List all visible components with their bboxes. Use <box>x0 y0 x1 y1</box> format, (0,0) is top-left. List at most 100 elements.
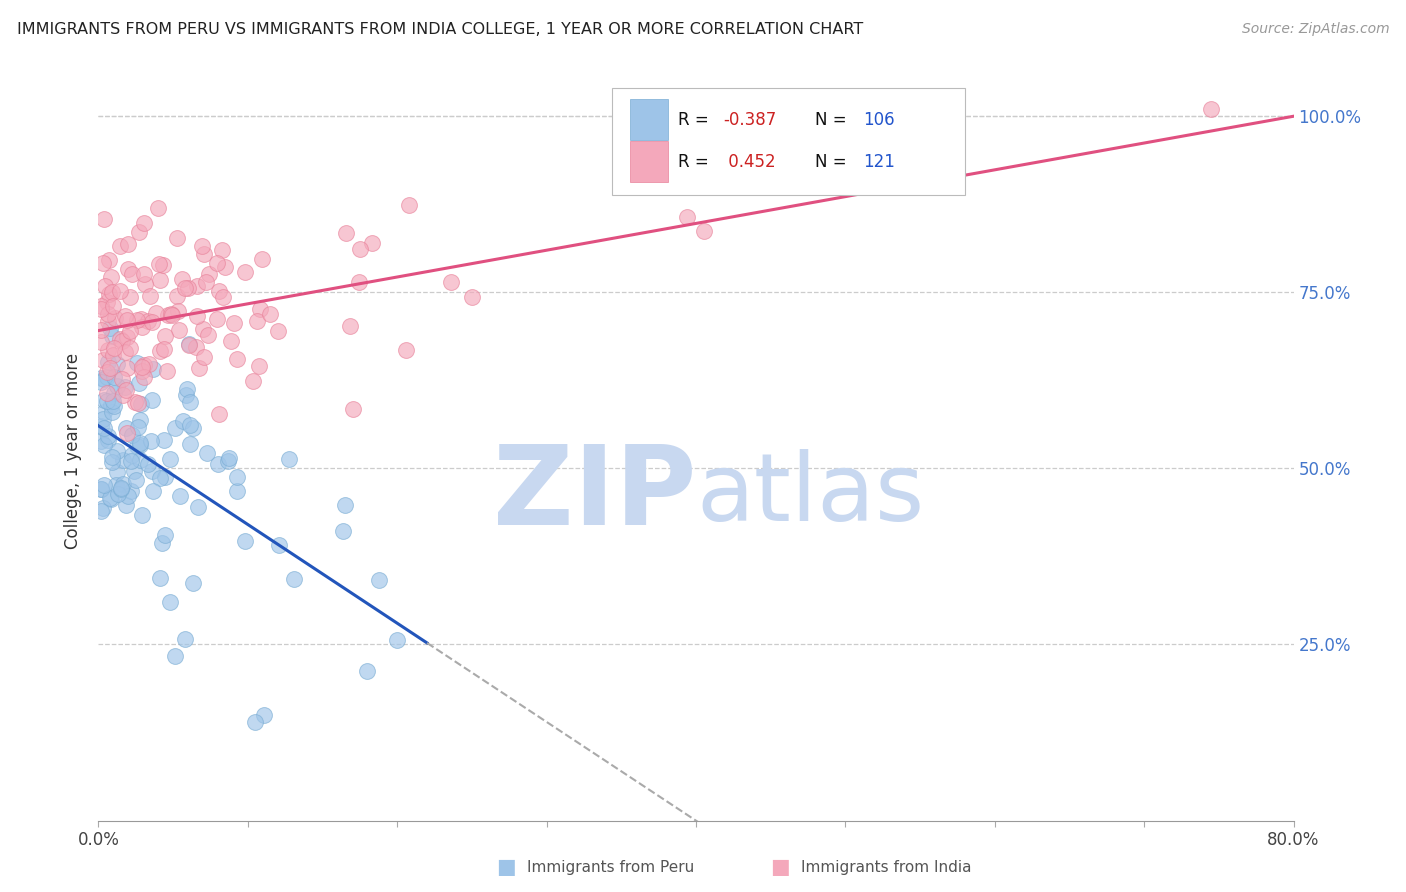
Point <box>218 451 240 466</box>
Point <box>93 212 115 227</box>
Point <box>103 386 125 401</box>
Point <box>179 395 201 409</box>
Point <box>160 307 183 321</box>
Point <box>693 224 716 238</box>
Point <box>118 290 141 304</box>
Point <box>186 309 208 323</box>
Point <box>115 360 138 375</box>
FancyBboxPatch shape <box>613 87 965 195</box>
Text: 121: 121 <box>863 153 896 170</box>
Point <box>173 632 195 647</box>
Bar <box>630 99 668 140</box>
Point <box>90 299 112 313</box>
Point <box>156 308 179 322</box>
Point <box>347 276 370 290</box>
Point <box>440 275 463 289</box>
Point <box>136 457 159 471</box>
Point <box>115 329 138 343</box>
Point <box>120 454 142 468</box>
Text: ZIP: ZIP <box>492 442 696 549</box>
Point <box>160 308 183 322</box>
Point <box>105 357 128 371</box>
Point <box>174 388 197 402</box>
Bar <box>630 141 668 182</box>
Point <box>179 418 201 433</box>
Text: -0.387: -0.387 <box>724 111 776 128</box>
Point <box>128 225 150 239</box>
Point <box>193 350 215 364</box>
Point <box>335 227 357 241</box>
Point <box>166 231 188 245</box>
Point <box>385 632 409 647</box>
Point <box>91 500 114 515</box>
Point <box>156 364 179 378</box>
Point <box>122 464 145 478</box>
Point <box>90 418 112 433</box>
Point <box>148 257 170 271</box>
Point <box>141 315 163 329</box>
Point <box>128 452 150 467</box>
Point <box>149 273 172 287</box>
Point <box>395 343 418 358</box>
Point <box>225 351 247 366</box>
Point <box>172 272 194 286</box>
Point <box>253 707 276 722</box>
Point <box>105 379 128 393</box>
Point <box>127 396 149 410</box>
Point <box>108 332 131 346</box>
Point <box>96 355 118 369</box>
Point <box>141 393 163 408</box>
Point <box>100 329 122 343</box>
Point <box>101 450 124 464</box>
Point <box>267 324 290 338</box>
Point <box>117 262 139 277</box>
Point <box>1201 102 1223 116</box>
Point <box>131 364 153 378</box>
Point <box>245 714 267 729</box>
Point <box>145 305 167 319</box>
Point <box>191 238 214 252</box>
Point <box>283 573 305 587</box>
Point <box>141 362 163 376</box>
Point <box>208 284 231 298</box>
Point <box>176 382 198 396</box>
Point <box>90 376 112 390</box>
Point <box>177 336 200 351</box>
Point <box>96 386 118 401</box>
Point <box>129 413 152 427</box>
Point <box>100 491 122 505</box>
Point <box>132 267 155 281</box>
Point <box>149 343 172 358</box>
Point <box>110 285 132 299</box>
Point <box>159 595 181 609</box>
Point <box>177 280 200 294</box>
Point <box>110 481 132 495</box>
Point <box>339 319 361 334</box>
Point <box>361 236 384 251</box>
Point <box>225 484 247 499</box>
Point <box>166 303 188 318</box>
Point <box>115 421 138 435</box>
Point <box>167 323 190 337</box>
Point <box>186 340 208 354</box>
Point <box>676 210 699 224</box>
Point <box>198 268 221 282</box>
Point <box>100 270 122 285</box>
Point <box>97 307 120 321</box>
Point <box>134 277 156 291</box>
Point <box>96 294 118 309</box>
Point <box>96 365 118 379</box>
Point <box>96 370 118 384</box>
Point <box>104 311 127 326</box>
Point <box>165 421 187 435</box>
Point <box>177 338 200 352</box>
Point <box>398 198 420 212</box>
Point <box>333 498 356 512</box>
Text: atlas: atlas <box>696 449 924 541</box>
Text: Immigrants from India: Immigrants from India <box>801 860 972 874</box>
Point <box>138 357 160 371</box>
Point <box>93 372 115 386</box>
Point <box>179 436 201 450</box>
Point <box>100 398 122 412</box>
Text: R =: R = <box>678 111 714 128</box>
